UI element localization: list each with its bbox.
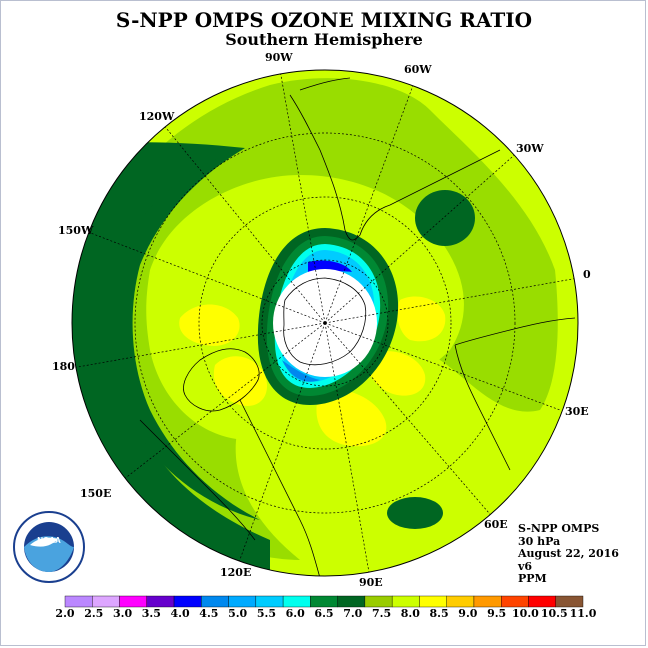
colorbar-tick-label: 10.0 [512, 607, 539, 620]
colorbar-swatch [528, 595, 556, 608]
colorbar-swatch [337, 595, 366, 608]
colorbar [64, 595, 584, 608]
lon-label-0: 0 [583, 268, 591, 281]
colorbar-tick-label: 9.0 [458, 607, 478, 620]
colorbar-swatch [419, 595, 447, 608]
colorbar-swatch [255, 595, 284, 608]
field-8-5-southeast [368, 351, 426, 396]
lon-label-60w: 60W [404, 63, 432, 76]
colorbar-tick-label: 9.5 [487, 607, 507, 620]
colorbar-tick-label: 10.5 [540, 607, 568, 620]
graticule [72, 70, 578, 576]
new-zealand-coast [183, 348, 260, 412]
info-version: v6 [518, 559, 533, 573]
colorbar-swatch [282, 595, 311, 608]
info-date: August 22, 2016 [518, 547, 619, 560]
south-america-coast [289, 94, 501, 241]
field-8-5-west [179, 304, 240, 346]
colorbar-swatch [555, 595, 584, 608]
colorbar-tick-label: 5.5 [256, 607, 276, 620]
info-pressure: 30 hPa [518, 534, 561, 548]
lon-label-90e: 90E [359, 576, 383, 589]
colorbar-swatch [173, 595, 202, 608]
lon-label-120w: 120W [139, 110, 175, 123]
colorbar-tick-label: 2.5 [84, 607, 104, 620]
colorbar-swatch [364, 595, 393, 608]
colorbar-swatch [119, 595, 147, 608]
colorbar-swatch [64, 595, 93, 608]
colorbar-tick-label: 8.0 [400, 607, 420, 620]
lon-label-30e: 30E [565, 405, 589, 418]
south-pole-marker [323, 321, 327, 325]
colorbar-tick-label: 7.5 [371, 607, 392, 620]
colorbar-tick-label: 3.0 [112, 607, 133, 620]
colorbar-swatch [473, 595, 502, 608]
info-units: PPM [518, 572, 547, 585]
map-title: S-NPP OMPS OZONE MIXING RATIO [115, 8, 533, 32]
colorbar-tick-label: 4.0 [170, 607, 190, 620]
noaa-logo-text: NOAA [37, 536, 61, 545]
colorbar-swatch [228, 595, 257, 608]
colorbar-tick-label: 8.5 [429, 607, 449, 620]
field-7-0-south-patch [387, 497, 443, 529]
lon-label-150e: 150E [80, 487, 112, 500]
product-info: S-NPP OMPS 30 hPa August 22, 2016 v6 PPM [518, 522, 619, 586]
australia-coast [239, 399, 321, 576]
colorbar-tick-label: 4.5 [199, 607, 219, 620]
lon-label-60e: 60E [484, 518, 508, 531]
field-8-5-southwest [213, 356, 268, 406]
colorbar-tick-label: 3.5 [141, 607, 161, 620]
colorbar-swatch [201, 595, 229, 608]
lon-label-90w: 90W [265, 51, 293, 64]
colorbar-swatch [310, 595, 338, 608]
field-8-5-south [316, 388, 387, 447]
colorbar-swatch [501, 595, 529, 608]
colorbar-tick-label: 6.5 [314, 607, 334, 620]
colorbar-tick-label: 2.0 [55, 607, 75, 620]
map-boundary [71, 69, 579, 577]
coastlines [139, 77, 576, 576]
map-subtitle: Southern Hemisphere [225, 30, 423, 49]
antarctica-coast [283, 277, 367, 366]
colorbar-swatch [92, 595, 120, 608]
colorbar-tick-label: 5.0 [228, 607, 248, 620]
lon-label-150w: 150W [58, 224, 94, 237]
colorbar-tick-label: 6.0 [285, 607, 305, 620]
field-7-0-east-patch [415, 190, 475, 246]
lon-label-180: 180 [52, 360, 75, 373]
colorbar-swatch [446, 595, 475, 608]
info-instrument: S-NPP OMPS [518, 522, 600, 535]
colorbar-tick-label: 7.0 [343, 607, 363, 620]
colorbar-swatch [146, 595, 175, 608]
noaa-logo: NOAA [13, 511, 85, 583]
africa-coast [454, 317, 576, 471]
lon-label-30w: 30W [516, 142, 544, 155]
lon-label-120e: 120E [220, 566, 252, 579]
colorbar-tick-label: 11.0 [569, 607, 597, 620]
colorbar-swatch [391, 595, 420, 608]
